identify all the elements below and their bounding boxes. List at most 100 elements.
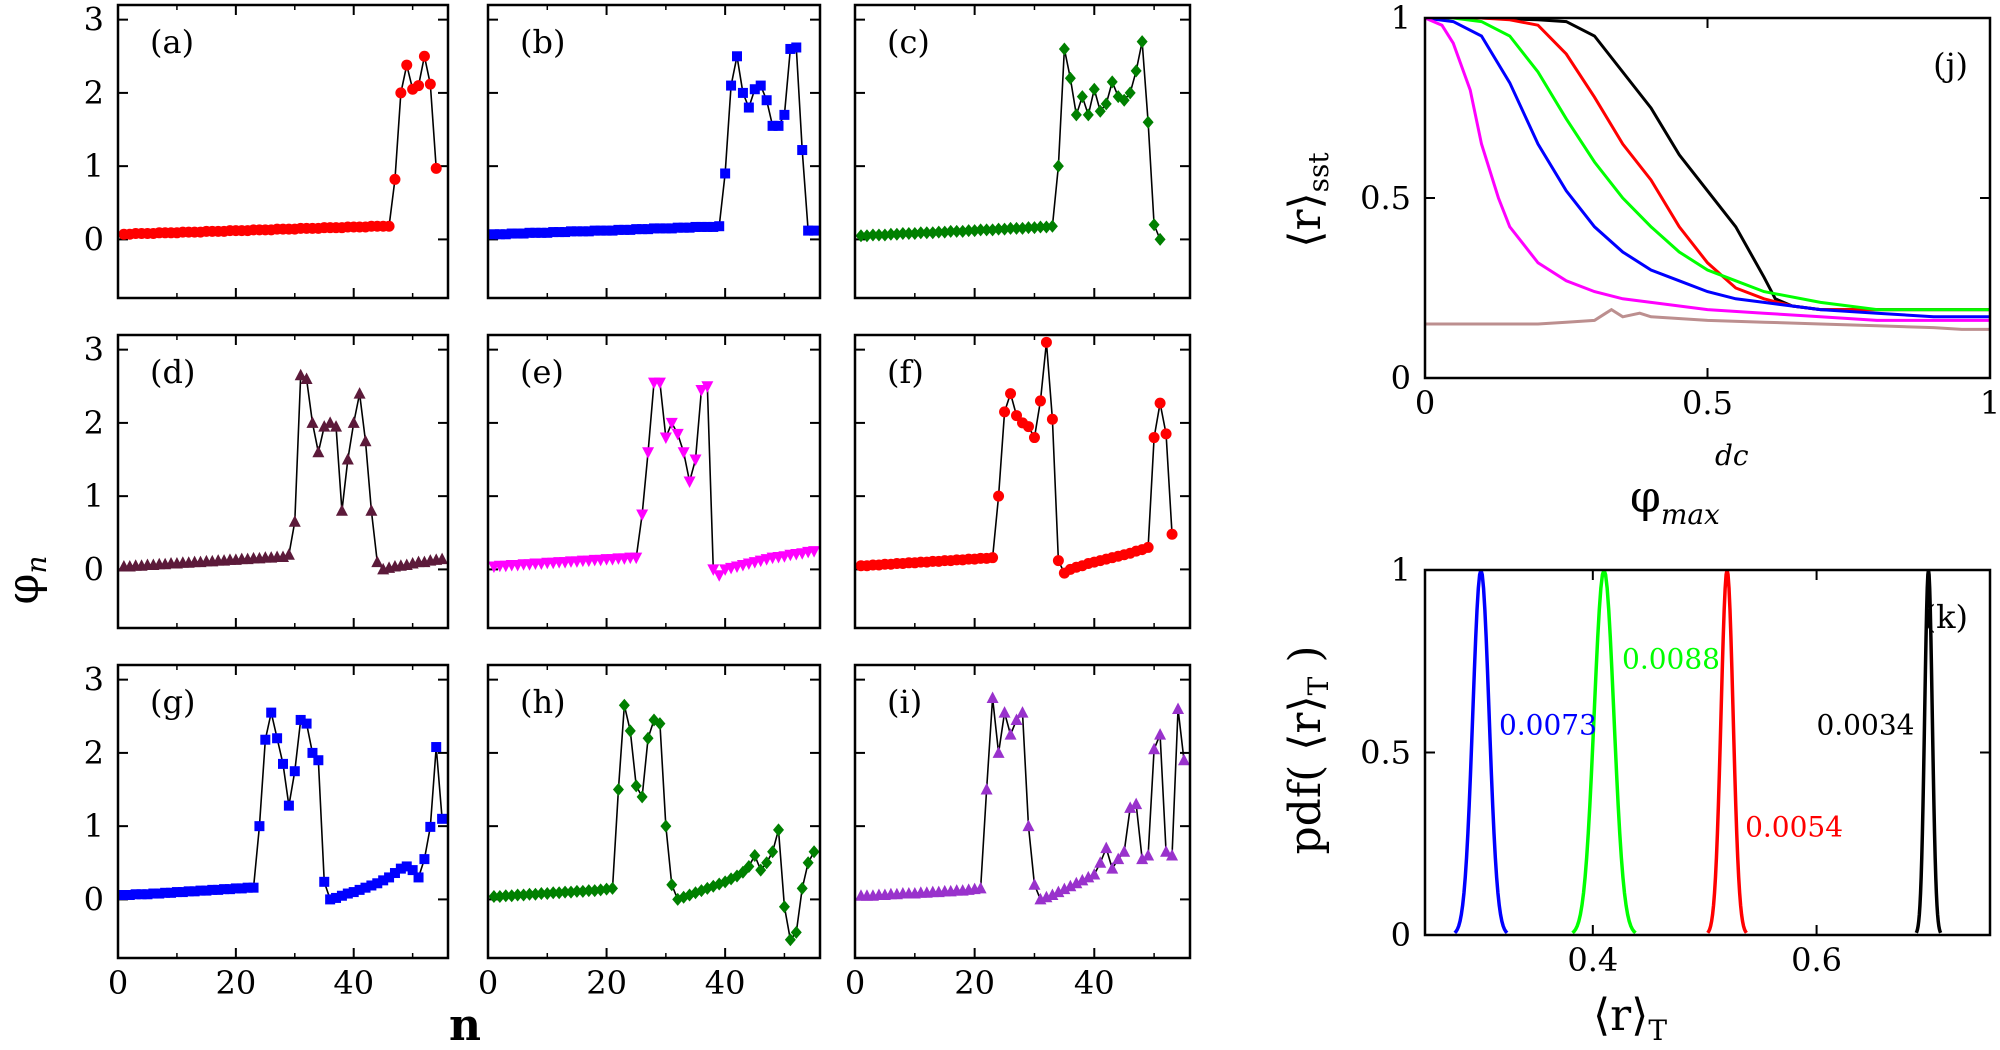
data-point: [684, 222, 695, 233]
panel-frame: [1423, 16, 1992, 380]
data-point: [306, 416, 319, 428]
data-point: [542, 227, 553, 238]
data-point: [354, 884, 365, 895]
x-tick-label: 0: [845, 964, 865, 1002]
data-point: [336, 890, 347, 901]
data-point: [1148, 218, 1160, 232]
data-point: [142, 889, 153, 900]
data-point: [767, 845, 779, 859]
data-point: [797, 145, 808, 156]
data-point: [666, 223, 677, 234]
data-point: [1124, 801, 1137, 813]
series-line: [493, 381, 815, 577]
y-tick-label: 0: [84, 220, 104, 258]
data-point: [389, 173, 401, 185]
y-tick-label: 3: [84, 1, 104, 39]
panel-frame: [853, 333, 1192, 630]
data-point: [921, 226, 933, 240]
data-point: [1142, 848, 1155, 861]
peak-annotation: 0.0034: [1816, 708, 1914, 741]
data-point: [547, 886, 559, 900]
y-tick-label: 0.5: [1360, 179, 1411, 217]
data-point: [401, 59, 413, 71]
data-point: [554, 227, 565, 238]
data-point: [1064, 71, 1076, 85]
series-line: [123, 373, 443, 571]
series-peak: [1706, 570, 1748, 934]
panel-frame: [486, 333, 822, 630]
k-x-axis-sub: T: [1648, 1014, 1667, 1047]
data-point: [773, 823, 784, 837]
grid-y-axis-label: φn: [0, 556, 53, 605]
plot-area: [855, 35, 1166, 246]
x-tick-label: 0: [108, 964, 128, 1002]
data-point: [1160, 428, 1172, 440]
data-point: [637, 224, 648, 235]
x-tick-label: 0.5: [1682, 384, 1733, 422]
panel-frame: [486, 3, 822, 300]
data-point: [207, 884, 218, 895]
panel-label: (e): [520, 353, 564, 391]
data-point: [500, 889, 512, 903]
data-point: [654, 717, 666, 731]
data-point: [560, 227, 571, 238]
data-point: [743, 102, 754, 113]
data-point: [767, 120, 778, 131]
data-point: [619, 224, 630, 235]
data-point: [365, 504, 378, 516]
data-point: [331, 892, 342, 903]
data-point: [325, 894, 336, 905]
panel-label: (k): [1924, 598, 1968, 636]
data-point: [535, 887, 547, 901]
data-point: [1076, 873, 1089, 886]
data-point: [148, 888, 159, 899]
data-point: [980, 783, 993, 795]
data-point: [1070, 876, 1083, 889]
data-point: [1028, 878, 1041, 890]
data-point: [743, 859, 755, 873]
data-point: [630, 779, 642, 793]
data-point: [649, 223, 659, 234]
data-point: [987, 552, 999, 564]
data-point: [389, 868, 400, 879]
data-point: [660, 223, 671, 234]
data-point: [981, 223, 993, 237]
data-point: [524, 887, 535, 901]
data-point: [436, 552, 448, 565]
peak-annotation: 0.0054: [1745, 810, 1843, 843]
data-point: [1094, 104, 1106, 118]
data-point: [773, 120, 784, 131]
y-tick-label: 0.5: [1360, 734, 1411, 772]
data-point: [236, 883, 247, 894]
data-point: [1136, 35, 1148, 49]
data-point: [778, 900, 790, 914]
data-point: [1088, 82, 1100, 96]
data-point: [998, 706, 1011, 718]
data-point: [248, 882, 259, 893]
data-point: [583, 226, 594, 237]
data-point: [808, 546, 820, 558]
data-point: [1154, 728, 1167, 740]
series-line: [1425, 18, 1990, 322]
data-point: [219, 884, 230, 895]
data-point: [383, 220, 395, 232]
series-line: [1425, 307, 1990, 331]
data-point: [885, 227, 897, 241]
data-point: [1052, 555, 1064, 567]
data-point: [903, 227, 915, 241]
data-point: [512, 888, 524, 902]
data-point: [437, 813, 448, 824]
data-point: [1022, 421, 1034, 433]
data-point: [1052, 885, 1065, 898]
data-point: [1088, 867, 1101, 880]
data-point: [666, 878, 678, 892]
data-point: [1010, 713, 1023, 725]
data-point: [678, 222, 689, 233]
data-point: [330, 420, 343, 432]
data-point: [530, 227, 541, 238]
data-point: [631, 224, 642, 235]
panel-f: (f): [853, 333, 1192, 630]
panel-label: (b): [520, 23, 565, 61]
data-point: [1040, 336, 1052, 348]
k-y-axis-label: pdf( ⟨r⟩T ): [1280, 646, 1335, 855]
